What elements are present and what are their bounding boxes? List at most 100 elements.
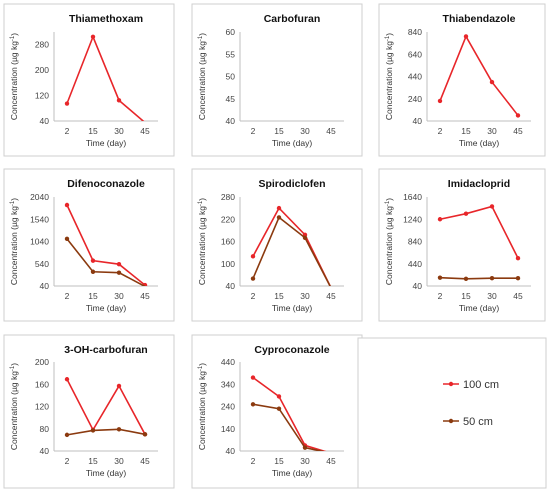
series-line xyxy=(252,403,325,451)
data-point xyxy=(515,113,521,118)
y-tick-label: 280 xyxy=(35,40,49,50)
series-line xyxy=(66,238,146,286)
x-tick-label: 15 xyxy=(461,126,471,136)
chart-frame xyxy=(378,168,546,322)
chart-frame xyxy=(3,168,175,322)
y-tick-label: 55 xyxy=(226,49,236,59)
y-tick-label: 540 xyxy=(35,259,49,269)
legend-marker-50cm xyxy=(448,418,454,424)
y-tick-label: 40 xyxy=(226,281,236,291)
chart-frame xyxy=(191,3,363,157)
x-tick-label: 45 xyxy=(326,456,336,466)
y-tick-label: 50 xyxy=(226,72,236,82)
y-tick-label: 120 xyxy=(35,402,49,412)
x-tick-label: 2 xyxy=(251,456,256,466)
series-50-cm xyxy=(250,215,331,286)
data-point xyxy=(276,215,282,220)
data-point xyxy=(276,205,282,211)
x-axis-label: Time (day) xyxy=(459,138,499,148)
series-100-cm xyxy=(64,34,145,121)
data-point xyxy=(302,445,308,450)
y-tick-label: 200 xyxy=(35,357,49,367)
chart-title: Spirodiclofen xyxy=(258,178,325,190)
data-point xyxy=(489,276,495,281)
y-tick-label: 440 xyxy=(221,357,235,367)
data-point xyxy=(64,202,70,208)
data-point xyxy=(463,276,469,281)
x-tick-label: 30 xyxy=(114,291,124,301)
y-axis-label: Concentration (µg kg-1) xyxy=(197,33,207,120)
x-tick-label: 30 xyxy=(487,126,497,136)
chart-panel-thiamethoxam: Thiamethoxam 40 120 200 280 2 15 30 45 Time (day)… xyxy=(3,3,175,157)
y-tick-label: 140 xyxy=(221,424,235,434)
series-line xyxy=(439,205,519,259)
series-100-cm xyxy=(437,34,521,118)
y-tick-label: 160 xyxy=(35,379,49,389)
y-tick-label: 220 xyxy=(221,214,235,224)
y-axis-label: Concentration (µg kg-1) xyxy=(197,363,207,450)
series-line xyxy=(66,428,146,436)
series-line xyxy=(66,34,145,121)
x-tick-label: 2 xyxy=(65,126,70,136)
y-tick-label: 45 xyxy=(226,94,236,104)
data-point xyxy=(276,394,282,399)
data-point xyxy=(489,79,495,85)
y-axis-label: Concentration (µg kg-1) xyxy=(384,33,394,120)
y-tick-label: 440 xyxy=(408,72,422,82)
y-tick-label: 1240 xyxy=(403,214,422,224)
chart-title: Cyproconazole xyxy=(254,344,329,356)
data-point xyxy=(515,276,521,281)
x-tick-label: 45 xyxy=(140,126,150,136)
series-line xyxy=(66,378,146,435)
data-point xyxy=(250,375,256,380)
data-point xyxy=(116,383,122,389)
series-50-cm xyxy=(250,402,325,451)
y-tick-label: 120 xyxy=(35,91,49,101)
x-tick-label: 30 xyxy=(114,126,124,136)
y-tick-label: 40 xyxy=(40,446,50,456)
y-axis-label: Concentration (µg kg-1) xyxy=(9,198,19,285)
data-point xyxy=(116,98,122,103)
x-tick-label: 2 xyxy=(438,126,443,136)
data-point xyxy=(64,377,70,382)
x-tick-label: 30 xyxy=(300,456,310,466)
data-point xyxy=(90,34,96,39)
data-point xyxy=(302,235,308,240)
y-tick-label: 240 xyxy=(408,94,422,104)
data-point xyxy=(463,211,469,216)
data-point xyxy=(90,258,96,263)
series-100-cm xyxy=(437,204,521,261)
data-point xyxy=(276,406,282,411)
data-point xyxy=(90,269,96,274)
chart-title: 3-OH-carbofuran xyxy=(64,344,147,356)
series-50-cm xyxy=(64,427,148,438)
chart-panel-imidacloprid: Imidacloprid 40 440 840 1240 1640 2 15 30 45 Time … xyxy=(378,168,546,322)
x-tick-label: 30 xyxy=(487,291,497,301)
data-point xyxy=(64,101,70,106)
data-point xyxy=(116,270,122,275)
y-tick-label: 1040 xyxy=(30,237,49,247)
series-100-cm xyxy=(64,202,148,286)
y-tick-label: 80 xyxy=(40,424,50,434)
y-tick-label: 40 xyxy=(226,116,236,126)
chart-frame xyxy=(3,334,175,489)
chart-frame xyxy=(3,3,175,157)
data-point xyxy=(489,204,495,209)
y-tick-label: 440 xyxy=(408,259,422,269)
x-tick-label: 15 xyxy=(274,456,284,466)
x-tick-label: 45 xyxy=(140,291,150,301)
series-line xyxy=(66,204,146,286)
chart-frame xyxy=(191,168,363,322)
x-tick-label: 30 xyxy=(300,126,310,136)
x-tick-label: 45 xyxy=(513,126,523,136)
y-tick-label: 840 xyxy=(408,27,422,37)
chart-panel-difenoconazole: Difenoconazole 40 540 1040 1540 2040 2 15 30 45 Ti… xyxy=(3,168,175,322)
data-point xyxy=(142,432,148,437)
data-point xyxy=(64,432,70,438)
legend-label-50cm: 50 cm xyxy=(463,416,493,428)
series-line xyxy=(252,216,331,286)
series-50-cm xyxy=(437,275,521,281)
legend-marker-100cm xyxy=(448,381,454,387)
chart-frame xyxy=(191,334,363,489)
